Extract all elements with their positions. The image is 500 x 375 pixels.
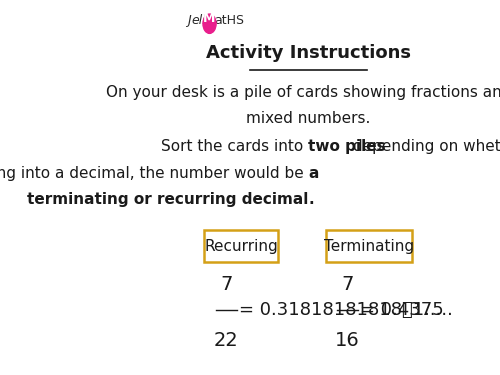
Text: terminating or recurring decimal: terminating or recurring decimal bbox=[27, 192, 308, 207]
Text: 7: 7 bbox=[342, 274, 354, 294]
Text: depending on whether, if: depending on whether, if bbox=[348, 139, 500, 154]
Text: Recurring: Recurring bbox=[204, 238, 278, 254]
Text: Sort the cards into: Sort the cards into bbox=[162, 139, 308, 154]
Text: elly: elly bbox=[192, 14, 214, 27]
Text: = 0.4375: = 0.4375 bbox=[360, 302, 444, 320]
Text: 7: 7 bbox=[220, 274, 232, 294]
Text: .: . bbox=[308, 192, 314, 207]
Text: 22: 22 bbox=[214, 331, 239, 350]
Text: On your desk is a pile of cards showing fractions and: On your desk is a pile of cards showing … bbox=[106, 85, 500, 100]
Text: a: a bbox=[308, 166, 319, 181]
Text: two piles: two piles bbox=[308, 139, 386, 154]
FancyBboxPatch shape bbox=[326, 230, 412, 262]
Text: converting into a decimal, the number would be: converting into a decimal, the number wo… bbox=[0, 166, 308, 181]
FancyBboxPatch shape bbox=[204, 230, 278, 262]
Circle shape bbox=[203, 14, 216, 33]
Text: M: M bbox=[204, 12, 216, 25]
Text: = 0.31818181818͛1.....: = 0.31818181818͛1..... bbox=[239, 302, 453, 320]
Text: J: J bbox=[188, 14, 191, 27]
Text: 16: 16 bbox=[335, 331, 360, 350]
Text: mixed numbers.: mixed numbers. bbox=[246, 111, 370, 126]
Text: atHS: atHS bbox=[214, 14, 244, 27]
Text: Activity Instructions: Activity Instructions bbox=[206, 44, 411, 62]
Text: Terminating: Terminating bbox=[324, 238, 414, 254]
